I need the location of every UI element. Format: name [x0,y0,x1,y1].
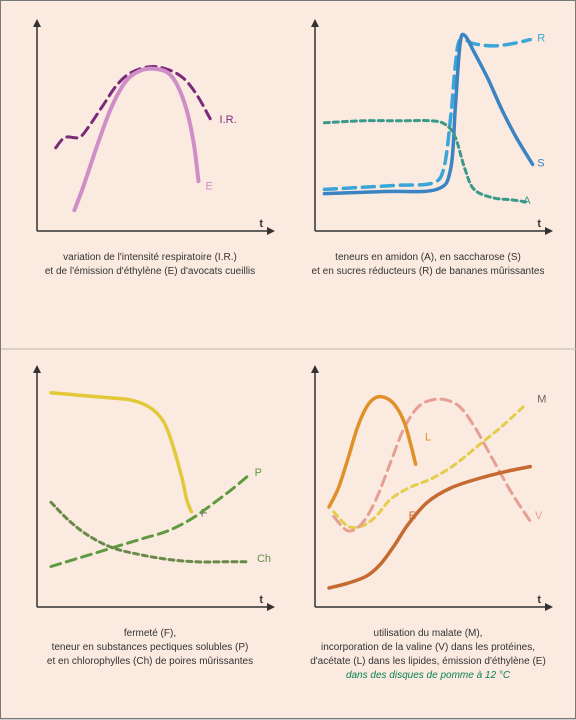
panel-caption-B: teneurs en amidon (A), en saccharose (S)… [297,251,559,279]
svg-text:E: E [205,180,212,192]
svg-text:Ch: Ch [257,553,271,565]
svg-text:E: E [409,510,416,522]
svg-text:t: t [537,218,541,230]
panel-caption-D: utilisation du malate (M),incorporation … [297,627,559,683]
svg-text:I.R.: I.R. [220,114,237,126]
figure-svg: tI.R.EtRSAtFPChtMVLE [1,1,576,720]
svg-text:R: R [537,33,545,45]
svg-text:V: V [535,510,543,522]
svg-text:P: P [255,467,262,479]
svg-text:S: S [537,158,544,170]
svg-text:t: t [259,218,263,230]
svg-text:M: M [537,393,546,405]
panel-caption-A: variation de l'intensité respiratoire (I… [19,251,281,279]
svg-text:t: t [537,594,541,606]
svg-text:A: A [523,195,531,207]
svg-text:L: L [425,431,431,443]
svg-text:t: t [259,594,263,606]
panel-caption-C: fermeté (F),teneur en substances pectiqu… [19,627,281,669]
figure-page: tI.R.EtRSAtFPChtMVLE variation de l'inte… [0,0,576,719]
